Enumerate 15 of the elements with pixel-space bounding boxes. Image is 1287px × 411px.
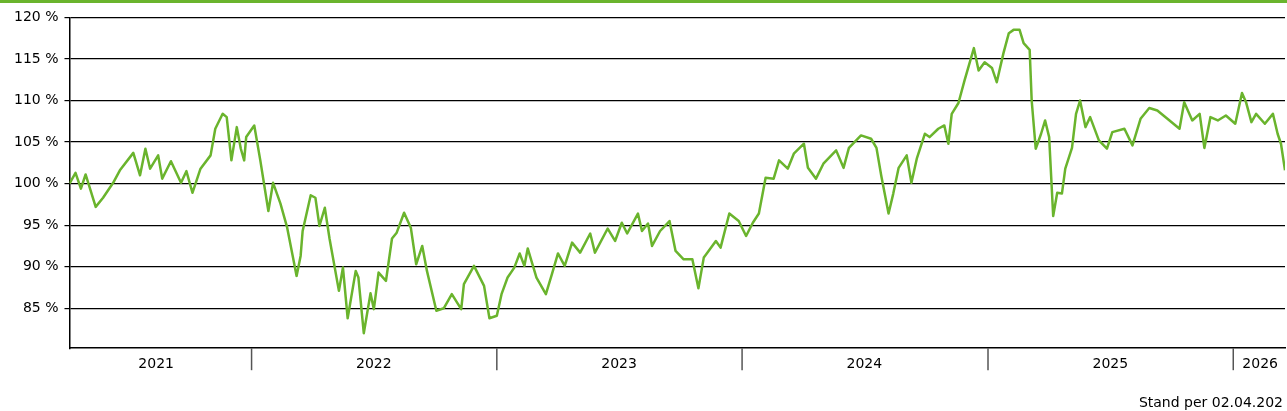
x-tick-label: 2023 xyxy=(601,355,637,372)
x-tick-label: 2024 xyxy=(846,355,883,372)
y-tick-label: 95 % xyxy=(22,215,59,232)
y-tick-label: 120 % xyxy=(13,8,59,25)
x-tick-label: 2022 xyxy=(356,355,392,372)
text: Stand per 02.04.202 xyxy=(1138,394,1283,410)
y-tick-label: 90 % xyxy=(22,257,59,274)
y-tick-label: 110 % xyxy=(13,91,59,108)
x-tick-label: 2025 xyxy=(1092,355,1129,372)
x-tick-label: 2026 xyxy=(1242,355,1279,372)
x-tick-label: 2021 xyxy=(138,355,174,372)
y-tick-label: 85 % xyxy=(22,298,59,315)
y-tick-label: 100 % xyxy=(13,174,59,191)
y-tick-label: 115 % xyxy=(13,49,59,66)
y-tick-label: 105 % xyxy=(13,132,59,149)
